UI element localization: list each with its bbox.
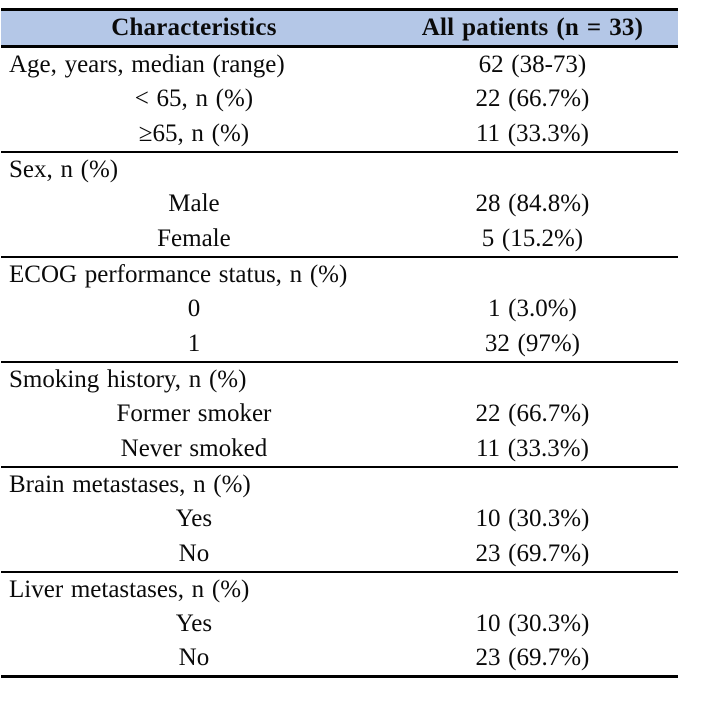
row-value: 32 (97%) (484, 329, 581, 357)
row-sublabel: Yes (175, 610, 213, 637)
row-value (386, 570, 678, 607)
patient-characteristics-table: Characteristics All patients (n = 33) Ag… (1, 8, 678, 678)
row-sublabel: Yes (175, 505, 213, 532)
row-category-label: Smoking history, n (%) (1, 360, 387, 397)
table-row: Male 28 (84.8%) (1, 187, 678, 222)
row-value: 11 (33.3%) (475, 119, 589, 147)
column-header-all-patients: All patients (n = 33) (386, 8, 678, 48)
table-row: 1 32 (97%) (1, 327, 678, 362)
row-value: 1 (3.0%) (487, 295, 577, 322)
table-row: 0 1 (3.0%) (1, 292, 678, 327)
row-sublabel: No (1, 641, 387, 678)
row-value: 62 (38-73) (478, 50, 587, 78)
row-category-label: ECOG performance status, n (%) (1, 255, 387, 292)
table-row: Never smoked 11 (33.3%) (1, 432, 678, 467)
row-value: 28 (84.8%) (475, 190, 590, 217)
row-value: 5 (15.2%) (481, 224, 584, 252)
table-row: Sex, n (%) (1, 150, 678, 187)
row-category-label: Sex, n (%) (1, 150, 387, 187)
table-row: Female 5 (15.2%) (1, 222, 678, 257)
table-row: Age, years, median (range) 62 (38-73) (1, 47, 678, 82)
table-row: No 23 (69.7%) (1, 641, 678, 678)
row-value: 22 (66.7%) (475, 85, 590, 112)
table-row: Yes 10 (30.3%) (1, 502, 678, 537)
row-value (386, 360, 678, 397)
table-row: Former smoker 22 (66.7%) (1, 397, 678, 432)
table-row: < 65, n (%) 22 (66.7%) (1, 82, 678, 117)
table-header-row: Characteristics All patients (n = 33) (1, 8, 678, 48)
table-body: Age, years, median (range) 62 (38-73) < 65… (1, 47, 678, 678)
column-header-characteristics: Characteristics (1, 8, 387, 48)
row-sublabel: Female (157, 224, 231, 252)
table-row: No 23 (69.7%) (1, 537, 678, 572)
row-sublabel: 0 (187, 295, 201, 322)
table-row: Liver metastases, n (%) (1, 570, 678, 607)
row-value (386, 465, 678, 502)
row-sublabel: 1 (187, 329, 201, 357)
row-value: 10 (30.3%) (475, 610, 590, 637)
table-row: Smoking history, n (%) (1, 360, 678, 397)
row-sublabel: ≥65, n (%) (138, 119, 250, 147)
row-value: 11 (33.3%) (475, 434, 589, 462)
table-row: Brain metastases, n (%) (1, 465, 678, 502)
table-header: Characteristics All patients (n = 33) (1, 8, 678, 48)
row-value: 10 (30.3%) (475, 505, 590, 532)
row-value: 22 (66.7%) (475, 400, 590, 427)
row-category-label: Brain metastases, n (%) (1, 465, 387, 502)
row-sublabel: Never smoked (120, 434, 268, 462)
row-sublabel: No (178, 539, 210, 567)
row-sublabel: Male (168, 190, 220, 217)
table-row: Yes 10 (30.3%) (1, 607, 678, 642)
row-value: 23 (69.7%) (386, 641, 678, 678)
row-category-label: Liver metastases, n (%) (1, 570, 387, 607)
row-category-label: Age, years, median (range) (9, 50, 285, 78)
row-value: 23 (69.7%) (475, 539, 590, 567)
patient-characteristics-table-wrap: Characteristics All patients (n = 33) Ag… (1, 8, 678, 678)
row-sublabel: Former smoker (116, 400, 272, 427)
table-row: ECOG performance status, n (%) (1, 255, 678, 292)
row-sublabel: < 65, n (%) (134, 85, 254, 112)
row-value (386, 150, 678, 187)
row-value (386, 255, 678, 292)
table-row: ≥65, n (%) 11 (33.3%) (1, 117, 678, 152)
